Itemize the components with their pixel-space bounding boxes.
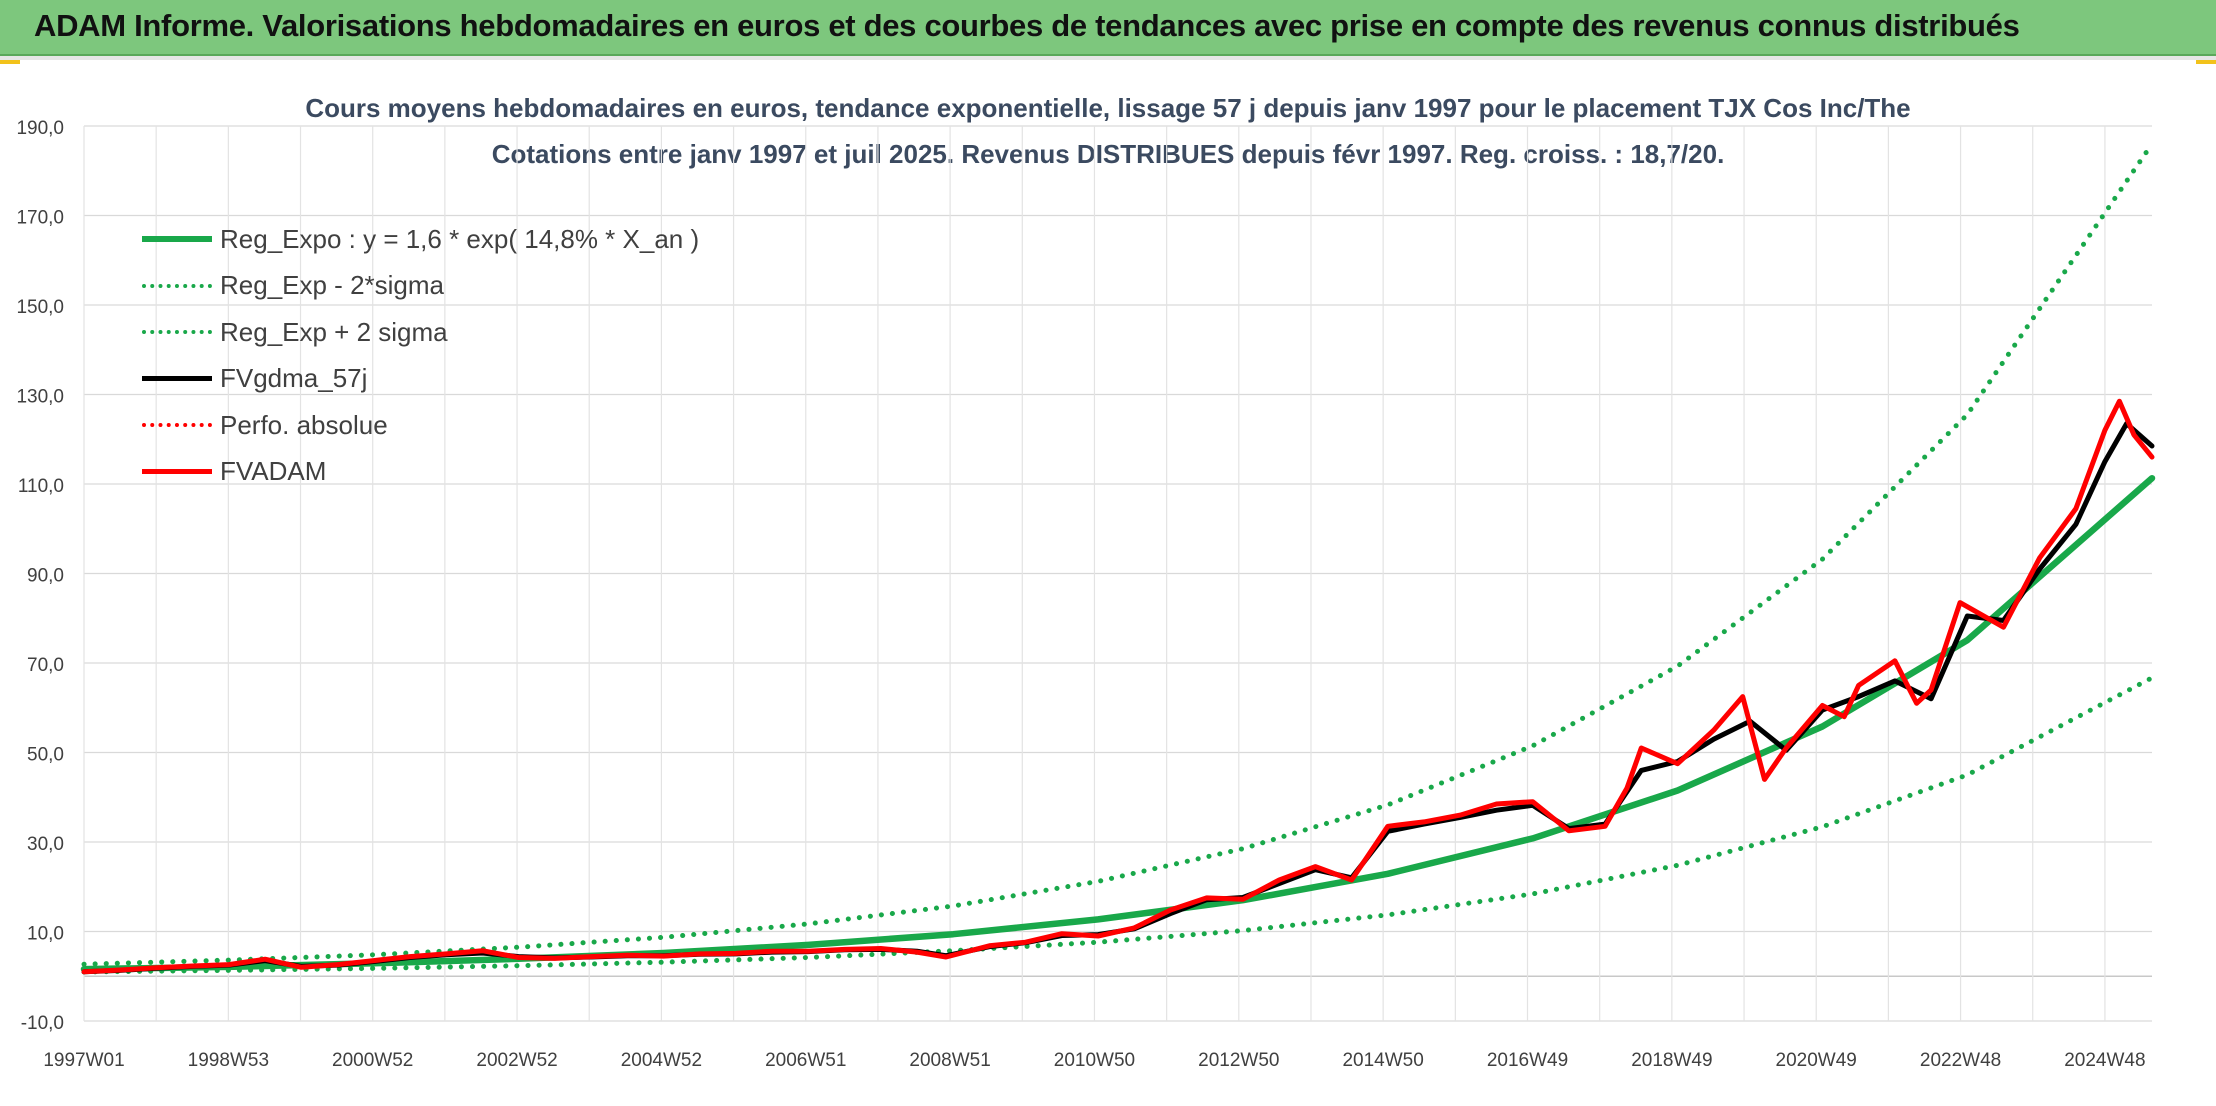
legend-label: Reg_Exp - 2*sigma — [220, 270, 444, 301]
y-tick-label: 50,0 — [27, 745, 64, 766]
y-tick-label: 150,0 — [16, 297, 64, 318]
y-tick-label: -10,0 — [21, 1013, 64, 1034]
x-tick-label: 2024W48 — [2064, 1050, 2145, 1071]
legend-label: Perfo. absolue — [220, 409, 388, 440]
y-tick-label: 110,0 — [18, 476, 64, 497]
x-tick-label: 2020W49 — [1776, 1050, 1857, 1071]
legend-swatch — [142, 236, 212, 243]
chart-subtitle: Cotations entre janv 1997 et juil 2025. … — [491, 139, 1725, 169]
legend-swatch — [142, 330, 212, 335]
series-line-0 — [80, 474, 2156, 973]
legend-item: FVADAM — [142, 449, 699, 496]
report-title: ADAM Informe. Valorisations hebdomadaire… — [34, 8, 2020, 43]
legend-item: Reg_Exp + 2 sigma — [142, 309, 699, 356]
report-banner: ADAM Informe. Valorisations hebdomadaire… — [0, 0, 2216, 56]
chart-area — [0, 56, 2216, 1106]
x-tick-label: 2016W49 — [1487, 1050, 1568, 1071]
x-tick-label: 2012W50 — [1198, 1050, 1279, 1071]
y-tick-label: 70,0 — [27, 655, 64, 676]
legend-label: FVADAM — [220, 456, 327, 487]
x-tick-label: 2014W50 — [1342, 1050, 1423, 1071]
legend-item: Reg_Expo : y = 1,6 * exp( 14,8% * X_an ) — [142, 216, 699, 263]
x-tick-label: 1997W01 — [43, 1050, 124, 1071]
y-axis-tick-labels: 190,0 170,0 150,0 130,0 110,0 90,0 70,0 50,0 30,… — [16, 118, 64, 1034]
legend-swatch — [142, 376, 212, 382]
legend-item: Perfo. absolue — [142, 402, 699, 449]
y-tick-label: 90,0 — [27, 566, 64, 587]
x-tick-label: 2004W52 — [621, 1050, 702, 1071]
chart-legend: Reg_Expo : y = 1,6 * exp( 14,8% * X_an )… — [142, 216, 699, 495]
series-line-3 — [81, 421, 2155, 975]
x-tick-label: 2008W51 — [909, 1050, 990, 1071]
legend-swatch — [142, 283, 212, 288]
x-tick-label: 2022W48 — [1920, 1050, 2001, 1071]
legend-label: Reg_Exp + 2 sigma — [220, 316, 448, 347]
x-tick-label: 1998W53 — [188, 1050, 269, 1071]
x-tick-label: 2000W52 — [332, 1050, 413, 1071]
x-tick-label: 2010W50 — [1054, 1050, 1135, 1071]
y-tick-label: 190,0 — [16, 118, 64, 139]
legend-label: FVgdma_57j — [220, 363, 368, 394]
legend-swatch — [142, 423, 212, 428]
y-tick-label: 130,0 — [16, 387, 64, 408]
y-tick-label: 170,0 — [16, 208, 64, 229]
corner-marker-right — [2196, 56, 2216, 64]
x-tick-label: 2018W49 — [1631, 1050, 1712, 1071]
y-tick-label: 10,0 — [27, 924, 64, 945]
series-line-1 — [81, 675, 2155, 975]
legend-swatch — [142, 469, 212, 475]
legend-item: FVgdma_57j — [142, 356, 699, 403]
x-tick-label: 2002W52 — [476, 1050, 557, 1071]
corner-marker-left — [0, 56, 20, 64]
legend-label: Reg_Expo : y = 1,6 * exp( 14,8% * X_an ) — [220, 223, 700, 254]
y-tick-label: 30,0 — [27, 834, 64, 855]
series-line-5 — [81, 398, 2155, 975]
x-tick-label: 2006W51 — [765, 1050, 846, 1071]
x-axis-tick-labels: 1997W01 1998W53 2000W52 2002W52 2004W52 2006W… — [43, 1050, 2145, 1071]
chart-title: Cours moyens hebdomadaires en euros, ten… — [305, 93, 1911, 123]
series-lines — [80, 141, 2156, 975]
legend-item: Reg_Exp - 2*sigma — [142, 263, 699, 310]
